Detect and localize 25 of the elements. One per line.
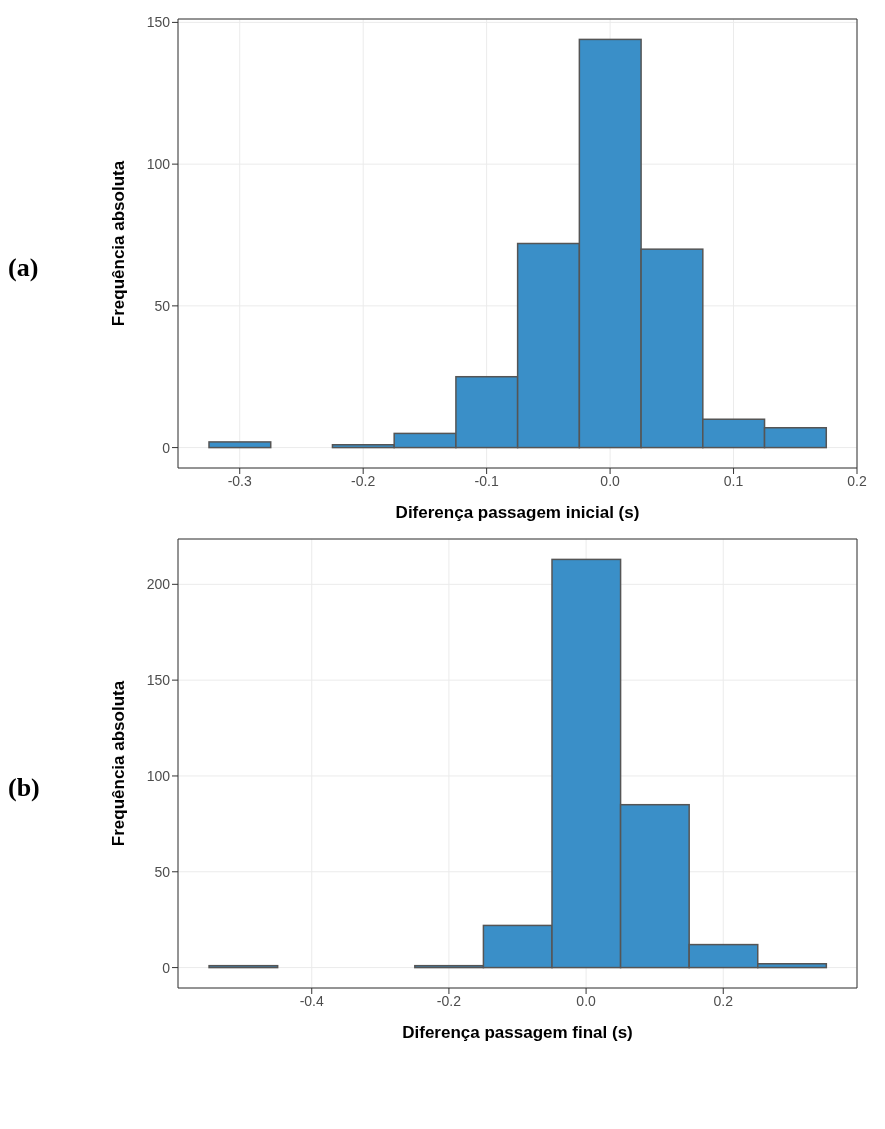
x-tick-label: 0.0: [600, 472, 621, 489]
y-tick-label: 50: [154, 863, 171, 880]
x-tick-label: -0.2: [436, 992, 462, 1009]
y-tick-label: 150: [146, 672, 171, 689]
x-tick-label: 0.2: [713, 992, 734, 1009]
y-tick-label: 0: [162, 959, 171, 976]
x-tick-label: 0.2: [847, 472, 867, 489]
y-tick-label: 50: [154, 297, 171, 314]
y-axis-title: Frequência absoluta: [109, 680, 129, 847]
x-tick-label: 0.0: [576, 992, 597, 1009]
y-tick-label: 200: [146, 576, 171, 593]
y-tick-label: 100: [146, 767, 171, 784]
y-tick-label: 150: [146, 14, 171, 31]
x-tick-label: -0.3: [227, 472, 252, 489]
x-tick-label: -0.2: [351, 472, 376, 489]
y-tick-label: 100: [146, 156, 171, 173]
x-tick-label: -0.1: [474, 472, 499, 489]
text: (a): [8, 253, 40, 283]
x-tick-label: -0.4: [299, 992, 325, 1009]
y-tick-label: 0: [162, 439, 171, 456]
x-tick-label: 0.1: [723, 472, 744, 489]
x-axis-title: Diferença passagem final (s): [402, 1023, 633, 1042]
x-axis-title: Diferença passagem inicial (s): [395, 503, 640, 522]
y-axis-title: Frequência absoluta: [109, 160, 129, 327]
text: (b): [8, 773, 41, 803]
